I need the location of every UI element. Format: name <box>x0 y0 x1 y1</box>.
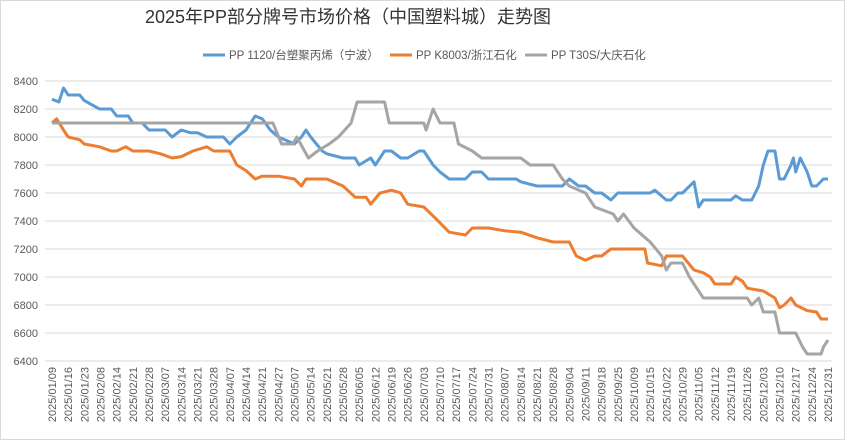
x-tick-label: 2025/12/17 <box>791 367 803 422</box>
series-line-3 <box>52 100 830 356</box>
x-tick-label: 2025/05/14 <box>306 367 318 422</box>
x-tick-label: 2025/03/21 <box>193 367 205 422</box>
y-tick-label: 6600 <box>14 328 38 340</box>
x-tick-label: 2025/03/14 <box>176 367 188 422</box>
y-tick-label: 7400 <box>14 216 38 228</box>
series-lines <box>50 86 830 356</box>
x-tick-label: 2025/06/26 <box>403 367 415 422</box>
x-tick-label: 2025/10/29 <box>678 367 690 422</box>
x-tick-label: 2025/01/23 <box>79 367 91 422</box>
y-tick-label: 7800 <box>14 160 38 172</box>
x-tick-label: 2025/12/10 <box>775 367 787 422</box>
x-axis: 2025/01/09 2025/01/16 2025/01/23 2025/02/08… <box>47 367 835 422</box>
x-tick-label: 2025/08/21 <box>532 367 544 422</box>
x-tick-label: 2025/10/22 <box>661 367 673 422</box>
legend-label: PP 1120/台塑聚丙烯（宁波） <box>229 48 379 62</box>
y-tick-label: 6400 <box>14 356 38 368</box>
x-tick-label: 2025/08/14 <box>516 367 528 422</box>
x-tick-label: 2025/05/07 <box>290 367 302 422</box>
chart-title: 2025年PP部分牌号市场价格（中国塑料城）走势图 <box>145 7 551 27</box>
x-tick-label: 2025/03/28 <box>209 367 221 422</box>
x-tick-label: 2025/09/11 <box>581 367 593 421</box>
y-tick-label: 7600 <box>14 188 38 200</box>
x-tick-label: 2025/04/27 <box>273 367 285 422</box>
legend-label: PP K8003/浙江石化 <box>416 48 517 62</box>
x-tick-label: 2025/02/21 <box>128 367 140 422</box>
x-tick-label: 2025/07/03 <box>419 367 431 422</box>
x-tick-label: 2025/06/19 <box>387 367 399 422</box>
gridlines <box>45 80 832 362</box>
legend: PP 1120/台塑聚丙烯（宁波） PP K8003/浙江石化 PP T30S/大庆… <box>203 48 646 62</box>
x-tick-label: 2025/02/08 <box>96 367 108 422</box>
x-tick-label: 2025/09/18 <box>597 367 609 422</box>
x-tick-label: 2025/05/21 <box>322 367 334 422</box>
y-tick-label: 7000 <box>14 272 38 284</box>
x-tick-label: 2025/12/24 <box>807 367 819 422</box>
x-tick-label: 2025/01/09 <box>47 367 59 422</box>
x-tick-label: 2025/07/10 <box>435 367 447 422</box>
x-tick-label: 2025/01/16 <box>63 367 75 422</box>
x-tick-label: 2025/06/12 <box>370 367 382 422</box>
x-tick-label: 2025/04/07 <box>225 367 237 422</box>
x-tick-label: 2025/04/14 <box>241 367 253 422</box>
series-line-2 <box>50 117 828 321</box>
x-tick-label: 2025/07/31 <box>484 367 496 422</box>
series-line-1 <box>51 86 828 209</box>
x-tick-label: 2025/11/19 <box>726 367 738 421</box>
x-tick-label: 2025/11/26 <box>742 367 754 421</box>
x-tick-label: 2025/02/14 <box>112 367 124 422</box>
x-tick-label: 2025/11/12 <box>710 367 722 421</box>
x-tick-label: 2025/12/31 <box>823 367 835 422</box>
y-tick-label: 8200 <box>14 104 38 116</box>
x-tick-label: 2025/07/24 <box>467 367 479 422</box>
x-tick-label: 2025/06/05 <box>354 367 366 422</box>
x-tick-label: 2025/08/07 <box>500 367 512 422</box>
x-tick-label: 2025/05/28 <box>338 367 350 422</box>
x-tick-label: 2025/10/09 <box>629 367 641 422</box>
x-tick-label: 2025/10/15 <box>645 367 657 422</box>
x-tick-label: 2025/04/21 <box>257 367 269 422</box>
y-axis: 6400 6600 6800 7000 7200 7400 7600 7800 8000 8200… <box>14 76 38 368</box>
x-tick-label: 2025/02/28 <box>144 367 156 422</box>
y-tick-label: 7200 <box>14 244 38 256</box>
y-tick-label: 8000 <box>14 132 38 144</box>
x-tick-label: 2025/07/17 <box>451 367 463 422</box>
legend-label: PP T30S/大庆石化 <box>551 48 646 62</box>
y-tick-label: 8400 <box>14 76 38 88</box>
x-tick-label: 2025/09/04 <box>564 367 576 422</box>
x-tick-label: 2025/09/25 <box>613 367 625 422</box>
x-tick-label: 2025/11/05 <box>694 367 706 421</box>
x-tick-label: 2025/03/07 <box>160 367 172 422</box>
x-tick-label: 2025/12/03 <box>758 367 770 422</box>
x-tick-label: 2025/08/28 <box>548 367 560 422</box>
y-tick-label: 6800 <box>14 300 38 312</box>
